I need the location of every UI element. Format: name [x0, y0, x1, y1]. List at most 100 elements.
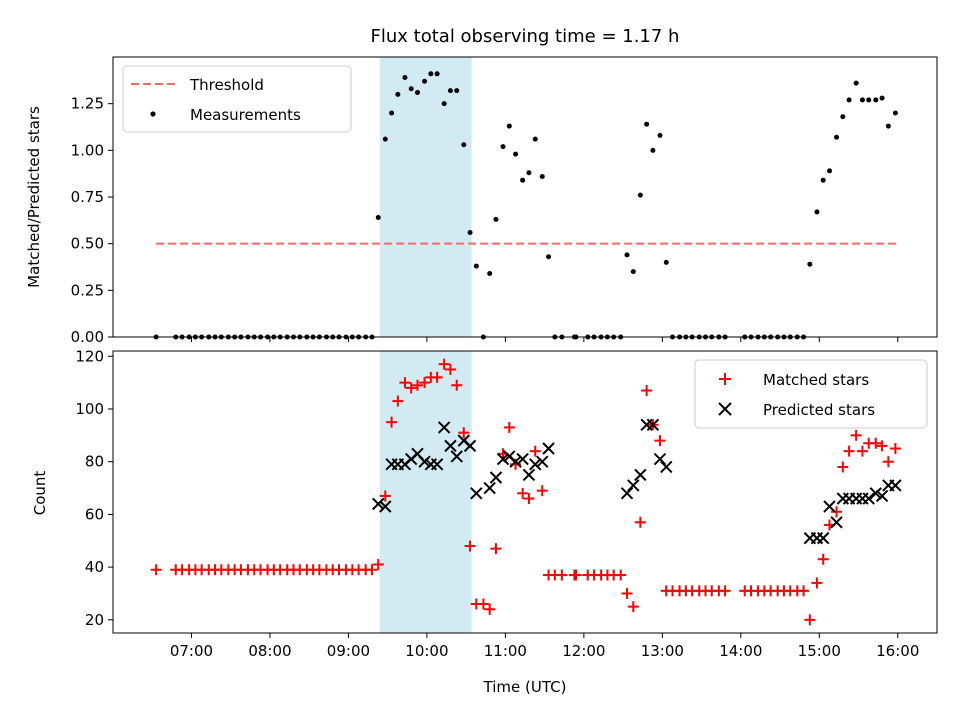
- measurements-point: [500, 144, 506, 150]
- matched-stars-point: [843, 445, 855, 457]
- matched-stars-point: [654, 435, 666, 447]
- measurements-point: [382, 136, 388, 142]
- y-tick-label: 0.50: [71, 235, 104, 253]
- x-tick-label: 12:00: [562, 642, 605, 660]
- matched-stars-point: [804, 614, 816, 626]
- measurements-point: [663, 259, 669, 265]
- predicted-stars-point: [627, 479, 640, 492]
- measurements-point: [840, 114, 846, 120]
- matched-stars-point: [379, 490, 391, 502]
- y-tick-label: 0.00: [71, 328, 104, 346]
- matched-stars-point: [615, 569, 627, 581]
- bottom-legend: Matched stars Predicted stars: [694, 359, 928, 429]
- measurements-point: [866, 97, 872, 103]
- measurements-point: [422, 78, 428, 84]
- measurements-point: [539, 173, 545, 179]
- x-tick-label: 14:00: [719, 642, 762, 660]
- matched-stars-point: [431, 371, 443, 383]
- matched-stars-point: [386, 416, 398, 428]
- matched-stars-point: [392, 395, 404, 407]
- predicted-stars-point: [836, 492, 850, 505]
- matched-stars-point: [889, 443, 901, 455]
- observing-span: [379, 351, 472, 633]
- predicted-stars-point: [634, 468, 647, 482]
- predicted-stars-point: [810, 531, 824, 545]
- predicted-stars-point: [444, 439, 457, 453]
- measurements-point: [447, 88, 453, 94]
- matched-stars-point: [811, 577, 823, 589]
- x-tick-label: 08:00: [248, 642, 291, 660]
- measurements-point: [375, 215, 381, 221]
- matched-stars-point: [634, 516, 646, 528]
- measurements-point: [428, 71, 434, 77]
- matched-stars-point: [411, 379, 423, 391]
- matched-stars-point: [837, 461, 849, 473]
- measurements-point: [879, 95, 885, 101]
- y-tick-label: 0.75: [71, 188, 104, 206]
- matched-stars-point: [523, 493, 535, 505]
- x-tick-label: 07:00: [170, 642, 213, 660]
- measurements-point: [892, 110, 898, 116]
- matched-stars-point: [641, 385, 653, 397]
- predicted-stars-point: [869, 487, 882, 500]
- predicted-stars-point: [450, 450, 463, 463]
- matched-stars-point: [831, 506, 843, 518]
- matched-stars-point: [451, 379, 463, 391]
- x-tick-label: 13:00: [641, 642, 684, 660]
- predicted-stars-point: [817, 531, 830, 545]
- x-tick-label: 16:00: [876, 642, 919, 660]
- measurements-point: [814, 209, 820, 215]
- measurements-point: [414, 89, 420, 95]
- predicted-stars-point: [463, 439, 477, 453]
- matched-stars-point: [570, 569, 582, 581]
- predicted-stars-point: [470, 487, 483, 500]
- bottom-panel: 07:00 08:00 09:00 10:00 11:00 12:00 13:00 14:00…: [31, 347, 938, 696]
- predicted-stars-point: [379, 500, 392, 513]
- measurements-point: [434, 71, 440, 77]
- measurements-point: [650, 147, 656, 153]
- matched-stars-point: [503, 421, 515, 433]
- matched-stars-point: [438, 358, 450, 370]
- matched-stars-point: [876, 440, 888, 452]
- bottom-y-axis-label: Count: [31, 471, 49, 516]
- predicted-stars-point: [489, 471, 503, 484]
- y-tick-label: 100: [75, 400, 104, 418]
- y-tick-label: 120: [75, 347, 104, 365]
- predicted-stars-legend-label: Predicted stars: [763, 401, 875, 419]
- y-tick-label: 1.25: [71, 95, 104, 113]
- matched-stars-point: [517, 487, 529, 499]
- predicted-stars-point: [875, 489, 889, 503]
- x-tick-label: 15:00: [798, 642, 841, 660]
- measurements-point: [657, 132, 663, 138]
- measurements-point: [473, 263, 479, 269]
- measurements-point: [395, 91, 401, 97]
- measurements-point: [506, 123, 512, 129]
- predicted-stars-point: [862, 492, 875, 505]
- predicted-stars-point: [496, 452, 510, 466]
- matched-stars-point: [798, 585, 810, 597]
- predicted-stars-point: [528, 458, 542, 471]
- measurements-point: [807, 261, 813, 267]
- bottom-panel-frame: [112, 350, 938, 634]
- measurements-point: [826, 168, 832, 174]
- predicted-stars-point: [430, 458, 444, 471]
- predicted-stars-point: [653, 452, 667, 466]
- x-axis-label: Time (UTC): [483, 678, 567, 696]
- predicted-stars-point: [509, 455, 522, 468]
- observing-span: [379, 57, 472, 337]
- measurements-point: [526, 170, 532, 176]
- measurements-point: [467, 229, 473, 235]
- measurements-point: [487, 271, 493, 277]
- predicted-stars-legend-swatch: [718, 402, 732, 416]
- matched-stars-point: [719, 585, 731, 597]
- predicted-stars-point: [437, 421, 451, 434]
- predicted-stars-point: [516, 452, 529, 466]
- y-tick-label: 1.00: [71, 141, 104, 159]
- measurements-point: [859, 97, 865, 103]
- matched-stars-point: [850, 429, 862, 441]
- measurements-point: [454, 88, 460, 94]
- measurements-point: [853, 80, 859, 86]
- matched-stars-point: [399, 377, 411, 389]
- measurements-point: [408, 86, 414, 92]
- matched-stars-point: [627, 601, 639, 613]
